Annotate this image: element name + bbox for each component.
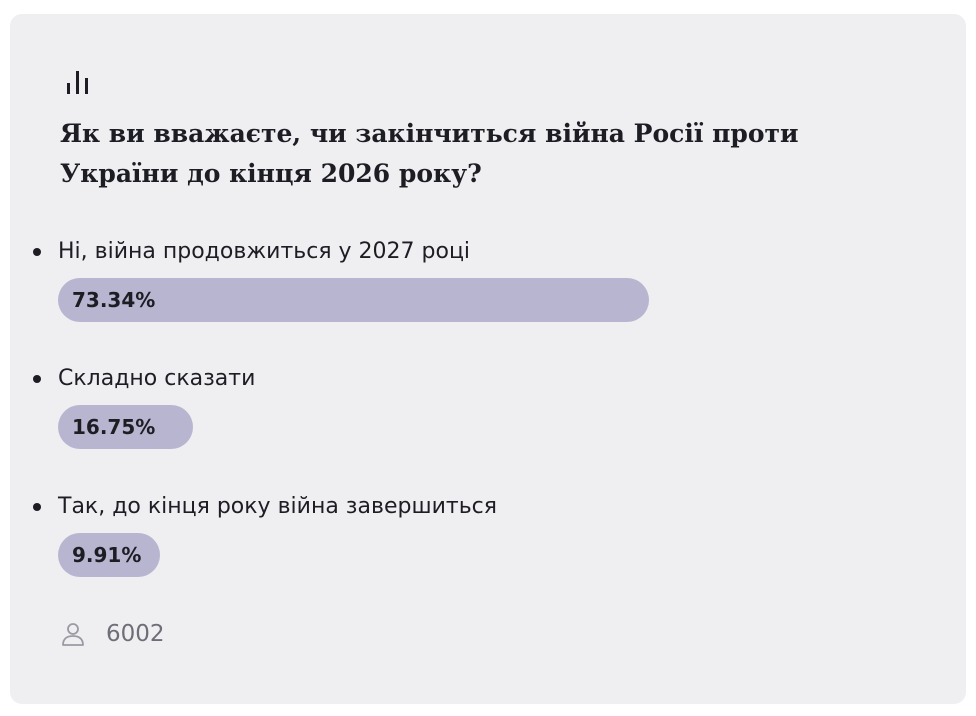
poll-card: Як ви вважаєте, чи закінчиться війна Рос…	[10, 14, 966, 704]
option-label: Ні, війна продовжиться у 2027 році	[58, 239, 471, 264]
bullet-icon	[33, 248, 41, 256]
voters-count-row: 6002	[60, 618, 165, 650]
result-bar: 9.91%	[58, 533, 160, 577]
result-bar-track: 73.34%	[58, 278, 918, 322]
bar-chart-icon	[67, 71, 88, 94]
result-bar: 73.34%	[58, 278, 649, 322]
result-bar-track: 16.75%	[58, 405, 918, 449]
option-label: Так, до кінця року війна завершиться	[58, 494, 497, 519]
bullet-icon	[33, 375, 41, 383]
poll-question: Як ви вважаєте, чи закінчиться війна Рос…	[60, 119, 799, 188]
result-percentage: 9.91%	[72, 543, 142, 567]
voters-count: 6002	[106, 621, 165, 647]
result-percentage: 16.75%	[72, 415, 156, 439]
bullet-icon	[33, 503, 41, 511]
option-label: Складно сказати	[58, 366, 256, 391]
result-bar: 16.75%	[58, 405, 193, 449]
result-percentage: 73.34%	[72, 288, 156, 312]
user-icon	[62, 623, 84, 646]
result-bar-track: 9.91%	[58, 533, 918, 577]
